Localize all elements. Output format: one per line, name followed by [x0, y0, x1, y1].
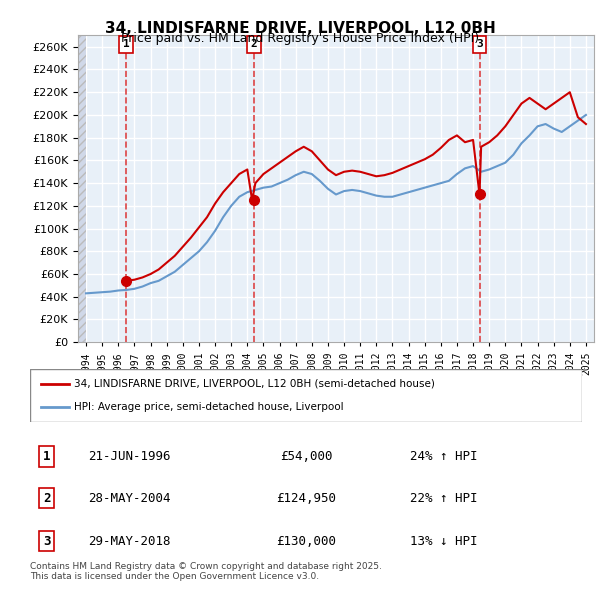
Text: 34, LINDISFARNE DRIVE, LIVERPOOL, L12 0BH (semi-detached house): 34, LINDISFARNE DRIVE, LIVERPOOL, L12 0B…: [74, 379, 435, 389]
Text: 3: 3: [43, 535, 50, 548]
Text: 21-JUN-1996: 21-JUN-1996: [88, 450, 170, 463]
Text: 1: 1: [122, 40, 129, 50]
Text: 24% ↑ HPI: 24% ↑ HPI: [410, 450, 478, 463]
Text: £124,950: £124,950: [276, 491, 336, 504]
Text: 3: 3: [476, 40, 483, 50]
FancyBboxPatch shape: [30, 369, 582, 422]
Text: 29-MAY-2018: 29-MAY-2018: [88, 535, 170, 548]
Text: Price paid vs. HM Land Registry's House Price Index (HPI): Price paid vs. HM Land Registry's House …: [121, 32, 479, 45]
Text: 28-MAY-2004: 28-MAY-2004: [88, 491, 170, 504]
Text: 22% ↑ HPI: 22% ↑ HPI: [410, 491, 478, 504]
Text: 1: 1: [43, 450, 50, 463]
Text: 2: 2: [43, 491, 50, 504]
Bar: [78, 35, 86, 342]
Text: 34, LINDISFARNE DRIVE, LIVERPOOL, L12 0BH: 34, LINDISFARNE DRIVE, LIVERPOOL, L12 0B…: [104, 21, 496, 35]
Text: Contains HM Land Registry data © Crown copyright and database right 2025.
This d: Contains HM Land Registry data © Crown c…: [30, 562, 382, 581]
Text: 13% ↓ HPI: 13% ↓ HPI: [410, 535, 478, 548]
Text: £54,000: £54,000: [280, 450, 332, 463]
Text: HPI: Average price, semi-detached house, Liverpool: HPI: Average price, semi-detached house,…: [74, 402, 344, 412]
Text: £130,000: £130,000: [276, 535, 336, 548]
Text: 2: 2: [251, 40, 257, 50]
